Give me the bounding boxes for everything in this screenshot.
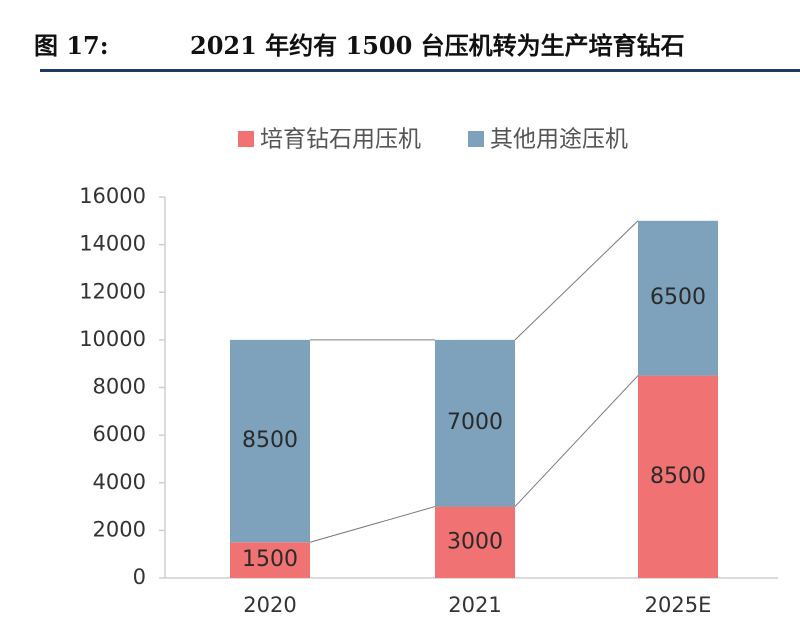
data-label: 3000 [447, 529, 503, 554]
y-tick-label: 16000 [79, 184, 146, 208]
connector-line [514, 220, 639, 341]
connector-line [309, 506, 436, 543]
y-tick-label: 6000 [93, 422, 146, 446]
legend-swatch [468, 131, 484, 147]
data-label: 1500 [242, 547, 298, 572]
x-tick-label: 2020 [243, 593, 296, 617]
figure-number: 图 17: [34, 31, 109, 60]
connector-line [514, 375, 639, 507]
figure-header: 图 17: 2021 年约有 1500 台压机转为生产培育钻石 [0, 0, 800, 80]
bar-diamond [435, 506, 515, 578]
bar-diamond [638, 375, 718, 578]
y-tick-label: 0 [133, 565, 146, 589]
y-tick-label: 12000 [79, 279, 146, 303]
bar-other [435, 339, 515, 507]
header-rule [40, 69, 800, 72]
figure-title: 2021 年约有 1500 台压机转为生产培育钻石 [190, 31, 685, 60]
legend-label: 其他用途压机 [490, 127, 628, 153]
bar-other [230, 339, 310, 543]
data-label: 8500 [242, 428, 298, 453]
y-tick-label: 10000 [79, 327, 146, 351]
x-tick-label: 2025E [645, 593, 712, 617]
y-tick-label: 4000 [93, 470, 146, 494]
data-label: 7000 [447, 410, 503, 435]
legend-swatch [238, 131, 254, 147]
data-label: 6500 [650, 285, 706, 310]
y-tick-label: 8000 [93, 375, 146, 399]
legend-label: 培育钻石用压机 [260, 127, 421, 153]
bar-other [638, 220, 718, 376]
data-label: 8500 [650, 464, 706, 489]
bar-diamond [230, 542, 310, 578]
y-tick-label: 2000 [93, 517, 146, 541]
y-tick-label: 14000 [79, 232, 146, 256]
x-tick-label: 2021 [448, 593, 501, 617]
